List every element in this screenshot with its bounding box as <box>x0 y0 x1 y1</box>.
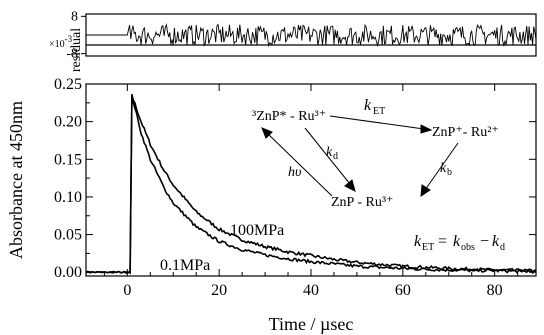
svg-text:k: k <box>440 161 447 176</box>
x-axis-title: Time / µsec <box>269 314 354 334</box>
svg-text:−: − <box>480 233 489 250</box>
svg-text:k: k <box>492 233 500 250</box>
main-axis-tick-labels: 0 20 40 60 80 0.00 0.05 0.10 0.15 0.20 0.25 <box>54 76 503 299</box>
residual-ticks: 8 -8 <box>66 9 86 62</box>
y-tick-label: 0.10 <box>54 189 82 206</box>
series-label-100MPa: 100MPa <box>230 222 284 239</box>
arrow-k-et <box>329 115 425 130</box>
scheme-arrows <box>261 115 459 197</box>
series-label-0.1MPa: 0.1MPa <box>160 257 210 274</box>
reaction-scheme: ³ZnP* - Ru³⁺ ZnP⁺- Ru²⁺ ZnP - Ru³⁺ k ET … <box>252 97 505 253</box>
scheme-charge-separated: ZnP⁺- Ru²⁺ <box>432 125 499 140</box>
svg-text:k: k <box>414 233 422 250</box>
main-panel: 0 20 40 60 80 0.00 0.05 0.10 0.15 0.20 0.25 Absorb… <box>6 76 537 334</box>
y-axis-title: Absorbance at 450nm <box>6 101 26 259</box>
svg-text:k: k <box>453 233 461 250</box>
x-tick-label: 20 <box>211 282 227 299</box>
equation-k-et: k ET = k obs − k d <box>414 233 505 253</box>
svg-text:k: k <box>326 145 333 160</box>
label-k-b: k b <box>440 161 452 178</box>
residual-series-line <box>86 23 537 48</box>
svg-text:ET: ET <box>373 106 385 117</box>
x-tick-label: 80 <box>487 282 503 299</box>
y-tick-label: 0.05 <box>54 227 82 244</box>
arrow-k-b-head <box>420 184 431 197</box>
scheme-excited-state: ³ZnP* - Ru³⁺ <box>252 109 326 124</box>
arrow-k-et-head <box>420 124 433 134</box>
arrow-k-d <box>304 127 351 185</box>
y-tick-label: 0.20 <box>54 114 82 131</box>
x-tick-label: 40 <box>303 282 319 299</box>
residual-ylabel: residual <box>69 28 84 72</box>
label-k-d: k d <box>326 145 338 162</box>
series-line-0.1MPa <box>85 93 537 275</box>
residual-panel: 8 -8 residual ×10-3 <box>49 9 537 72</box>
y-tick-label: 0.25 <box>54 76 82 93</box>
svg-text:b: b <box>447 167 452 178</box>
label-k-et: k ET <box>364 97 385 117</box>
svg-text:k: k <box>364 97 372 114</box>
arrow-k-d-head <box>344 179 356 192</box>
svg-text:d: d <box>500 242 505 253</box>
x-tick-label: 0 <box>123 282 131 299</box>
arrow-hv-head <box>261 127 273 139</box>
svg-text:ET: ET <box>422 242 434 253</box>
svg-text:=: = <box>438 233 447 250</box>
residual-y-tick-label: 8 <box>71 9 78 24</box>
svg-text:d: d <box>333 151 338 162</box>
y-tick-label: 0.15 <box>54 151 82 168</box>
residual-multiplier: ×10-3 <box>49 34 73 50</box>
y-tick-label: 0.00 <box>54 264 82 281</box>
x-tick-label: 60 <box>395 282 411 299</box>
scheme-ground-state: ZnP - Ru³⁺ <box>331 195 393 210</box>
residual-y-tick-label: -8 <box>66 47 78 62</box>
arrow-hv <box>266 132 333 197</box>
arrow-k-b <box>424 142 459 191</box>
svg-text:obs: obs <box>461 242 475 253</box>
label-hv: hυ <box>288 165 301 180</box>
